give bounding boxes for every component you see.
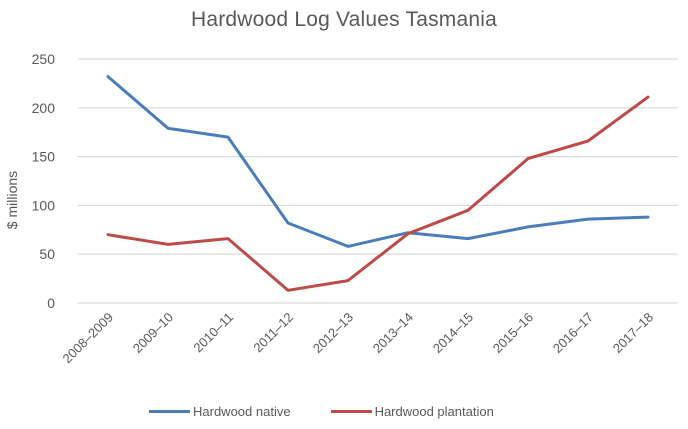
x-tick-label: 2017–18 (610, 310, 656, 356)
series-line-hardwood-native (106, 75, 650, 248)
legend-swatch-red-line (330, 409, 372, 413)
x-tick-label: 2011–12 (250, 310, 296, 356)
y-tick-label: 200 (32, 100, 56, 116)
x-tick-label: 2009–10 (130, 310, 176, 356)
y-tick-label: 100 (32, 197, 56, 213)
x-tick-label: 2016–17 (550, 310, 596, 356)
legend: Hardwood native Hardwood plantation (149, 401, 534, 421)
x-tick-label: 2013–14 (370, 310, 416, 356)
x-tick-label: 2012–13 (310, 310, 356, 356)
chart-title: Hardwood Log Values Tasmania (190, 8, 497, 31)
legend-label: Hardwood native (193, 403, 291, 419)
legend-item-hardwood-native[interactable]: Hardwood native (149, 404, 291, 419)
legend-item-hardwood-plantation[interactable]: Hardwood plantation (330, 403, 494, 419)
y-tick-label: 50 (39, 246, 55, 262)
data-series (106, 75, 650, 292)
x-tick-label: 2015–16 (490, 310, 536, 356)
legend-swatch-blue-line (149, 409, 190, 413)
series-line-hardwood-plantation (106, 95, 650, 292)
y-tick-label: 0 (47, 295, 55, 311)
x-tick-label: 2008–2009 (59, 310, 116, 367)
y-axis-tick-labels: 0 50 100 150 200 250 (32, 51, 56, 311)
gridlines (78, 58, 678, 304)
legend-label: Hardwood plantation (374, 403, 494, 419)
x-tick-label: 2010–11 (190, 310, 236, 356)
y-tick-label: 250 (32, 51, 56, 67)
y-tick-label: 150 (32, 149, 56, 165)
x-tick-label: 2014–15 (430, 310, 476, 356)
x-axis-tick-labels: 2008–2009 2009–10 2010–11 2011–12 2012–13 201… (59, 310, 656, 367)
